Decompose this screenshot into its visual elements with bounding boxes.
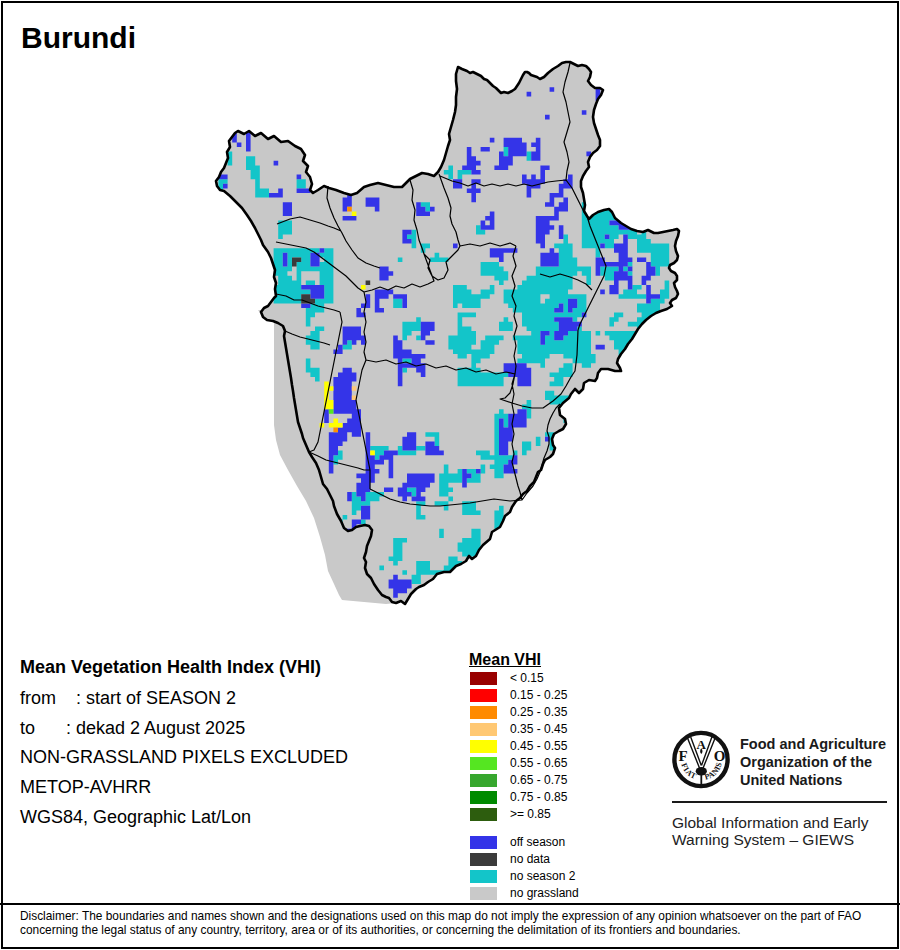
svg-text:F: F [678,748,687,764]
